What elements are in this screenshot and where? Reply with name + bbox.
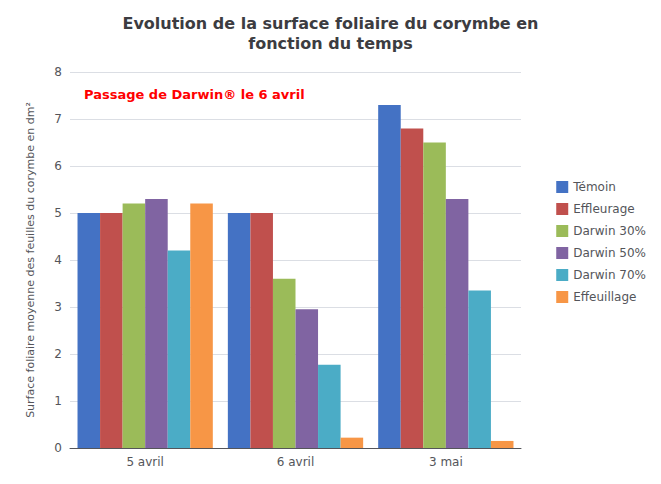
svg-text:3: 3	[54, 300, 62, 314]
svg-text:3 mai: 3 mai	[429, 455, 463, 469]
svg-text:8: 8	[54, 65, 62, 79]
svg-text:7: 7	[54, 112, 62, 126]
svg-text:6 avril: 6 avril	[277, 455, 315, 469]
svg-text:Passage de Darwin® le 6 avril: Passage de Darwin® le 6 avril	[84, 87, 305, 102]
svg-text:2: 2	[54, 347, 62, 361]
svg-text:Darwin 30%: Darwin 30%	[573, 224, 646, 238]
svg-text:Evolution de la surface foliai: Evolution de la surface foliaire du cory…	[122, 14, 538, 33]
svg-text:1: 1	[54, 394, 62, 408]
svg-text:Surface foliaire moyenne des f: Surface foliaire moyenne des feuilles du…	[24, 102, 37, 418]
svg-text:5 avril: 5 avril	[126, 455, 164, 469]
svg-text:Effeuillage: Effeuillage	[573, 290, 636, 304]
svg-text:5: 5	[54, 206, 62, 220]
svg-text:Effleurage: Effleurage	[573, 202, 634, 216]
svg-text:fonction du temps: fonction du temps	[248, 34, 412, 53]
svg-text:6: 6	[54, 159, 62, 173]
svg-text:Darwin 50%: Darwin 50%	[573, 246, 646, 260]
svg-text:0: 0	[54, 441, 62, 455]
svg-text:Témoin: Témoin	[572, 180, 616, 194]
svg-text:4: 4	[54, 253, 62, 267]
svg-text:Darwin 70%: Darwin 70%	[573, 268, 646, 282]
